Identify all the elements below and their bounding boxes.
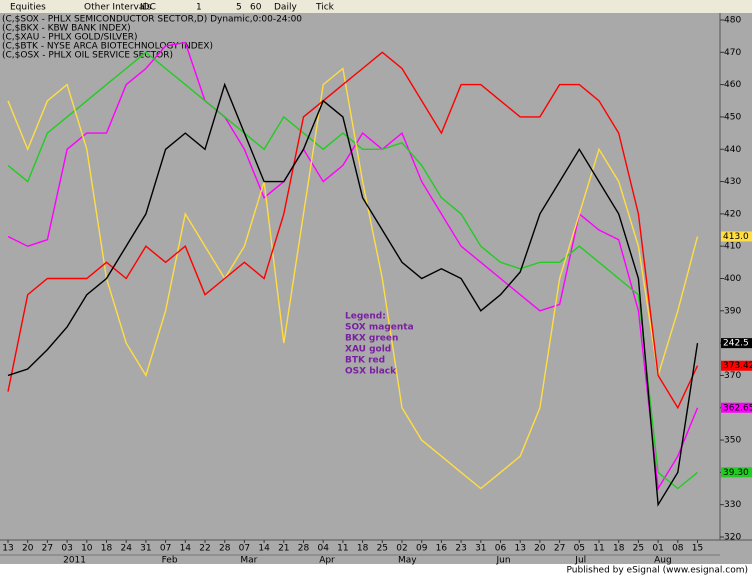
x-tick-label: 18 xyxy=(357,544,369,554)
y-tick-label: 320 xyxy=(724,533,741,543)
x-tick-label: 02 xyxy=(396,544,407,554)
legend-note: XAU gold xyxy=(345,345,391,355)
x-tick-label: 18 xyxy=(613,544,625,554)
x-tick-label: 04 xyxy=(317,544,329,554)
y-tick-label: 480 xyxy=(724,16,741,26)
last-value-box xyxy=(721,360,752,371)
y-tick-label: 430 xyxy=(724,177,741,187)
y-tick-label: 410 xyxy=(724,242,741,252)
x-tick-label: 07 xyxy=(239,544,250,554)
x-tick-label: 20 xyxy=(534,544,546,554)
x-tick-label: 28 xyxy=(298,544,310,554)
header-line: (C,$BTK - NYSE ARCA BIOTECHNOLOGY INDEX) xyxy=(2,42,213,52)
legend-note: Legend: xyxy=(345,312,386,322)
x-tick-label: 11 xyxy=(337,544,348,554)
x-tick-label: 06 xyxy=(495,544,507,554)
x-tick-label: 03 xyxy=(61,544,72,554)
y-tick-label: 330 xyxy=(724,500,741,510)
y-axis-area xyxy=(720,13,752,540)
x-tick-label: 27 xyxy=(42,544,53,554)
y-tick-label: 420 xyxy=(724,209,741,219)
month-label: Jul xyxy=(574,556,586,566)
x-tick-label: 22 xyxy=(199,544,210,554)
x-tick-label: 05 xyxy=(574,544,585,554)
x-tick-label: 14 xyxy=(180,544,192,554)
series-line xyxy=(7,41,699,491)
toolbar-item: 1 xyxy=(196,3,202,13)
legend-note: BTK red xyxy=(345,356,385,366)
x-tick-label: 13 xyxy=(514,544,525,554)
header-line: (C,$BKX - KBW BANK INDEX) xyxy=(2,24,131,34)
x-tick-label: 31 xyxy=(140,544,151,554)
toolbar-item: IDC xyxy=(140,3,156,13)
header-line: (C,$OSX - PHLX OIL SERVICE SECTOR) xyxy=(2,51,173,61)
footer xyxy=(0,564,752,576)
toolbar-item: Daily xyxy=(274,3,297,13)
x-tick-label: 27 xyxy=(554,544,565,554)
x-tick-label: 14 xyxy=(258,544,270,554)
x-tick-label: 28 xyxy=(219,544,231,554)
y-tick-label: 460 xyxy=(724,80,741,90)
x-tick-label: 10 xyxy=(81,544,93,554)
x-tick-label: 11 xyxy=(593,544,604,554)
header-line: (C,$SOX - PHLX SEMICONDUCTOR SECTOR,D) D… xyxy=(2,15,302,25)
last-value-label: 39.30 xyxy=(723,468,749,478)
x-axis-area xyxy=(0,540,752,564)
toolbar-item: Tick xyxy=(315,3,335,13)
x-tick-label: 31 xyxy=(475,544,486,554)
last-value-label: 413.0 xyxy=(723,232,749,242)
last-value-box xyxy=(721,467,752,478)
x-tick-label: 18 xyxy=(101,544,113,554)
last-value-box xyxy=(721,338,752,349)
x-tick-label: 21 xyxy=(278,544,289,554)
x-tick-label: 20 xyxy=(22,544,34,554)
x-tick-label: 08 xyxy=(672,544,684,554)
x-tick-label: 24 xyxy=(120,544,132,554)
x-tick-label: 09 xyxy=(416,544,428,554)
y-tick-label: 350 xyxy=(724,436,741,446)
y-tick-label: 450 xyxy=(724,112,741,122)
series-line xyxy=(7,51,699,410)
publisher: Published by eSignal (www.esignal.com) xyxy=(566,566,748,576)
last-value-box xyxy=(721,402,752,413)
y-tick-label: 400 xyxy=(724,274,741,284)
series-line xyxy=(7,82,699,507)
legend-note: OSX black xyxy=(345,367,397,377)
x-tick-label: 13 xyxy=(2,544,13,554)
month-label: Aug xyxy=(654,556,672,566)
legend-note: SOX magenta xyxy=(345,323,414,333)
last-value-label: 242.5 xyxy=(723,339,749,349)
month-label: Jun xyxy=(496,556,511,566)
y-tick-label: 370 xyxy=(724,371,741,381)
month-label: 2011 xyxy=(63,556,86,566)
toolbar-item: 5 xyxy=(236,3,242,13)
toolbar-item: Other Intervals xyxy=(84,3,152,13)
x-tick-label: 25 xyxy=(377,544,388,554)
month-label: May xyxy=(398,556,417,566)
month-label: Apr xyxy=(319,556,335,566)
toolbar-item: 60 xyxy=(250,3,262,13)
x-tick-label: 16 xyxy=(436,544,448,554)
y-tick-label: 440 xyxy=(724,145,741,155)
toolbar-item: Equities xyxy=(10,3,46,13)
toolbar xyxy=(0,0,752,13)
x-tick-label: 15 xyxy=(692,544,703,554)
x-tick-label: 07 xyxy=(160,544,171,554)
last-value-label: 362.65 xyxy=(723,403,752,413)
y-tick-label: 470 xyxy=(724,48,741,58)
x-tick-label: 25 xyxy=(633,544,644,554)
x-tick-label: 01 xyxy=(652,544,663,554)
month-label: Feb xyxy=(162,556,178,566)
series-line xyxy=(7,67,699,490)
series-line xyxy=(7,51,698,490)
x-tick-label: 23 xyxy=(455,544,466,554)
header-line: (C,$XAU - PHLX GOLD/SILVER) xyxy=(2,33,138,43)
y-tick-label: 390 xyxy=(724,306,741,316)
last-value-box xyxy=(721,231,752,242)
legend-note: BKX green xyxy=(345,334,398,344)
last-value-label: 373.42 xyxy=(723,361,752,371)
month-label: Mar xyxy=(240,556,257,566)
